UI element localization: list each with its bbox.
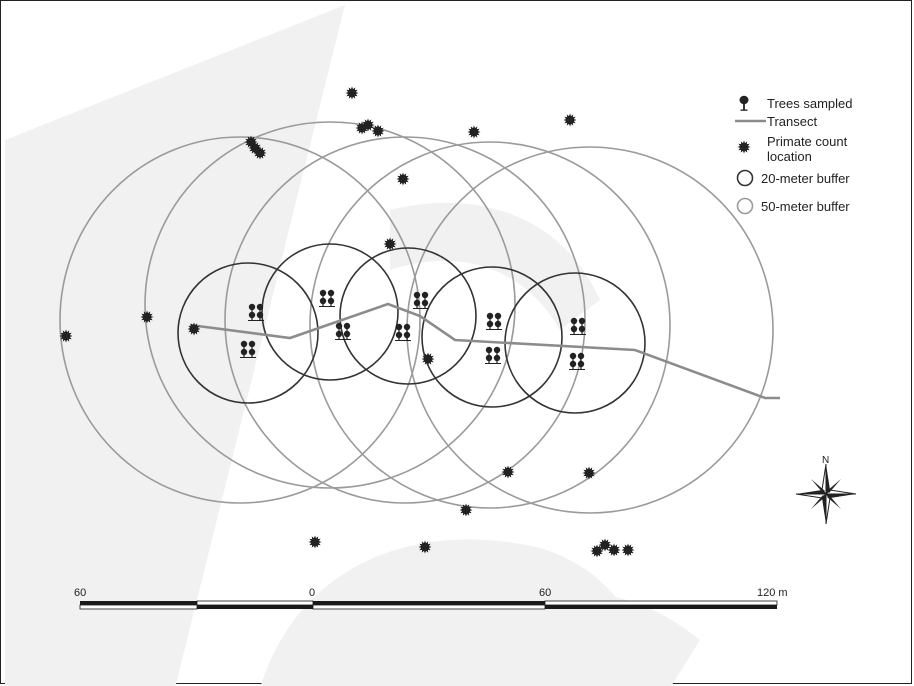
primate-count-marker [501,465,515,479]
legend-buffer50-label: 50-meter buffer [761,199,850,214]
scale-label: 60 [539,587,551,599]
buffer-20m-circle [339,247,477,385]
primate-count-marker [345,86,359,100]
legend-transect-label: Transect [767,114,817,129]
primate-count-marker [418,540,432,554]
primate-count-marker [421,352,435,366]
buffer-50m-circle [144,121,516,489]
scale-label: 120 m [757,587,788,599]
scale-segment [313,601,545,605]
scale-segment [545,605,777,609]
trees-sampled-group [240,289,586,370]
primate-count-marker [140,310,154,324]
buffer-20m-circle [261,243,399,381]
primate-count-marker [467,125,481,139]
tree-icon [739,95,749,111]
tree-cluster [319,289,335,307]
scale-segment [196,600,314,606]
scale-segment [79,604,198,610]
legend-trees-label: Trees sampled [767,96,853,111]
primate-count-marker [383,237,397,251]
scale-bar: 60 0 60 120 m [74,587,788,610]
legend-buffer20-label: 20-meter buffer [761,171,850,186]
tree-cluster [485,346,501,364]
primate-count-marker [598,538,612,552]
buffer20-legend-icon [736,169,754,187]
primate-count-marker [244,135,258,149]
legend: Trees sampled Transect Primate count loc… [735,95,853,215]
tree-cluster [486,312,502,330]
primate-count-marker [563,113,577,127]
primate-count-marker [621,543,635,557]
compass-rose-icon [795,463,857,525]
scale-segment [80,601,197,605]
tree-cluster [570,317,586,335]
buffer-20m-circle [421,266,563,408]
primate-count-marker [459,503,473,517]
tree-cluster [248,303,264,321]
tree-cluster [335,322,351,340]
legend-primate-label-1: Primate count [767,134,848,149]
star-burst-icon [737,140,751,154]
scale-segment [312,604,546,610]
primate-count-marker [361,118,375,132]
primate-count-marker [582,466,596,480]
buffer-20m-circle [177,262,319,404]
buffer-50m-circle [59,136,421,504]
scale-segment [197,605,313,609]
primate-count-marker [396,172,410,186]
primate-count-marker [308,535,322,549]
tree-cluster [569,352,585,370]
north-label: N [822,455,829,466]
primate-count-marker [248,141,262,155]
primate-count-marker [253,146,267,160]
primate-count-locations [59,86,635,558]
buffer-50m-circle [309,141,671,509]
tree-cluster [395,323,411,341]
primate-count-marker [355,121,369,135]
scale-segment [544,600,778,606]
transect-line [189,302,780,400]
primate-count-marker [371,124,385,138]
primate-count-marker [607,543,621,557]
buffer50-legend-icon [736,197,754,215]
scale-label: 0 [309,587,315,599]
tree-cluster [240,340,256,358]
scale-label: 60 [74,587,86,599]
tree-cluster [413,291,429,309]
primate-count-marker [590,544,604,558]
watermark [5,5,700,686]
buffer-50m-circle [406,146,774,514]
primate-count-marker [187,322,201,336]
primate-count-marker [59,329,73,343]
legend-primate-label-2: location [767,149,812,164]
